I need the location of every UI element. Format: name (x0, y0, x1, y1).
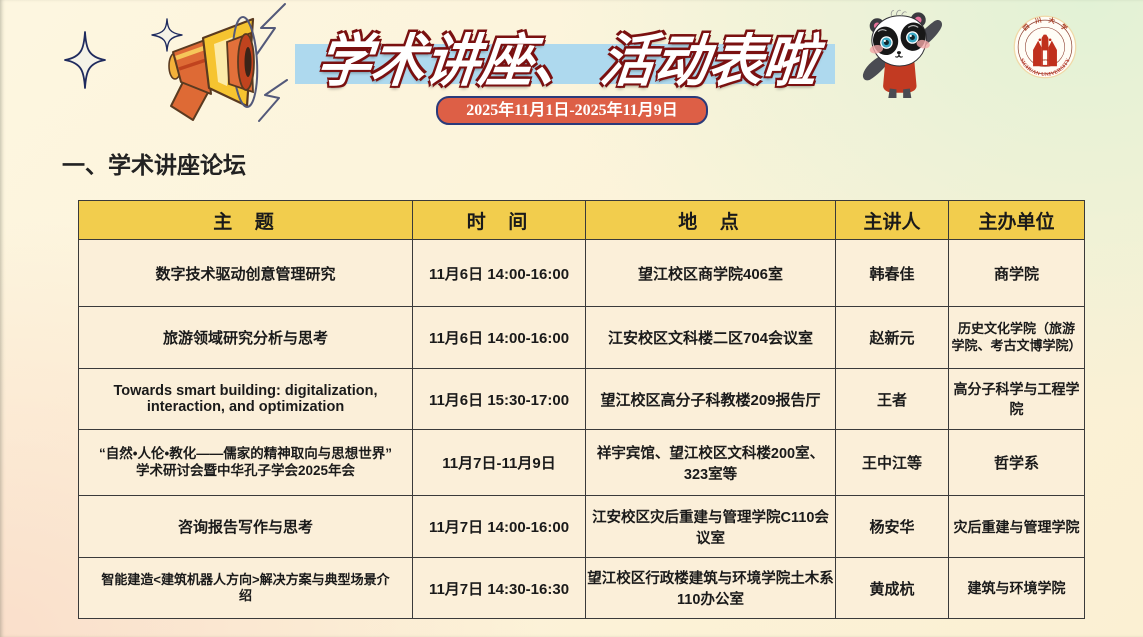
svg-text:1896: 1896 (1042, 58, 1049, 62)
